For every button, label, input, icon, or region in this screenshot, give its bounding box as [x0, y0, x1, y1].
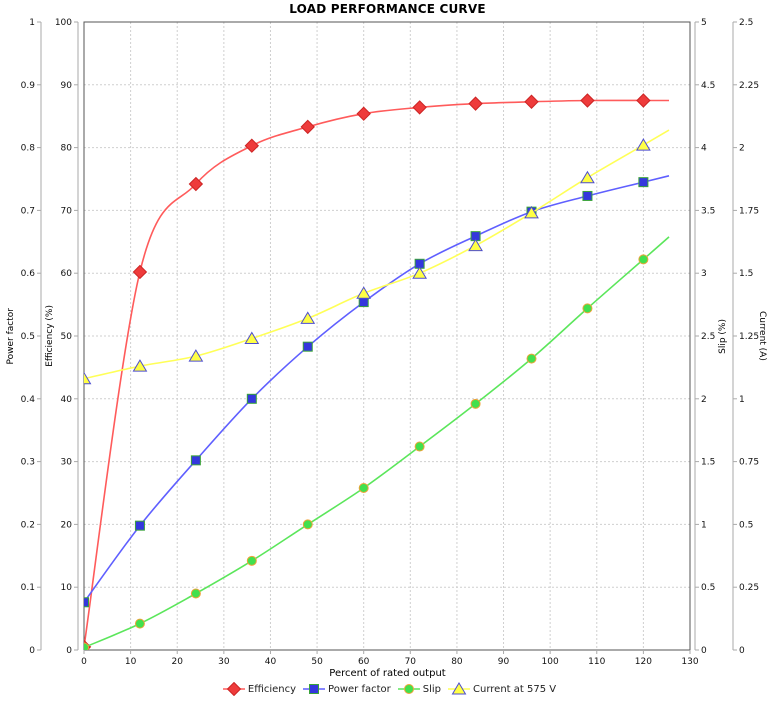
series-efficiency [84, 93, 669, 650]
svg-text:90: 90 [498, 657, 510, 667]
svg-text:1.75: 1.75 [739, 206, 759, 216]
svg-text:110: 110 [588, 657, 605, 667]
svg-text:0: 0 [739, 646, 745, 656]
svg-text:0: 0 [29, 646, 35, 656]
svg-text:20: 20 [172, 657, 184, 667]
svg-text:130: 130 [681, 657, 698, 667]
svg-text:80: 80 [451, 657, 463, 667]
legend-label-efficiency: Efficiency [247, 683, 297, 695]
svg-text:10: 10 [125, 657, 137, 667]
efficiency-diamond-icon [222, 682, 245, 696]
svg-text:80: 80 [61, 144, 73, 154]
current-axis: 0 0.25 0.5 0.75 1 1.25 1.5 1.75 2 2.25 2.5 [732, 18, 759, 656]
svg-text:90: 90 [61, 81, 73, 91]
svg-text:60: 60 [358, 657, 370, 667]
slip-axis: 0 0.5 1 1.5 2 2.5 3 3.5 4 4.5 5 [694, 18, 715, 656]
gridlines [83, 21, 691, 651]
current-triangle-icon [448, 682, 471, 695]
svg-text:5: 5 [701, 18, 707, 28]
x-axis: 0 10 20 30 40 50 60 70 80 90 100 110 120 130 [81, 650, 699, 667]
svg-text:0.25: 0.25 [739, 583, 759, 593]
svg-text:0: 0 [81, 657, 87, 667]
power-factor-axis: 0 0.1 0.2 0.3 0.4 0.5 0.6 0.7 0.8 0.9 1 [21, 18, 42, 656]
svg-text:1.5: 1.5 [701, 458, 715, 468]
svg-text:100: 100 [542, 657, 559, 667]
current-axis-title: Current (A) [757, 311, 767, 361]
svg-text:1: 1 [701, 520, 707, 530]
svg-text:70: 70 [61, 206, 73, 216]
svg-text:1: 1 [739, 395, 745, 405]
svg-text:30: 30 [61, 458, 73, 468]
svg-text:50: 50 [61, 332, 73, 342]
svg-text:10: 10 [61, 583, 73, 593]
svg-text:0.5: 0.5 [739, 520, 753, 530]
svg-text:0.7: 0.7 [21, 206, 35, 216]
svg-text:0.5: 0.5 [21, 332, 35, 342]
svg-text:40: 40 [265, 657, 277, 667]
series-power-factor [84, 175, 670, 608]
series-current-at-575-v [84, 129, 670, 385]
svg-text:4: 4 [701, 144, 707, 154]
svg-text:0.4: 0.4 [21, 395, 36, 405]
legend: Efficiency Power factor Slip Current at … [0, 680, 779, 698]
svg-text:0.6: 0.6 [21, 269, 36, 279]
svg-text:1.5: 1.5 [739, 269, 753, 279]
legend-item-power-factor: Power factor [303, 682, 391, 696]
x-axis-title: Percent of rated output [329, 668, 446, 679]
svg-text:4.5: 4.5 [701, 81, 715, 91]
svg-text:3: 3 [701, 269, 707, 279]
efficiency-axis: 0 10 20 30 40 50 60 70 80 90 100 [55, 18, 79, 656]
power-factor-square-icon [303, 684, 326, 694]
legend-item-slip: Slip [397, 682, 442, 696]
svg-text:50: 50 [311, 657, 323, 667]
chart-title: LOAD PERFORMANCE CURVE [289, 2, 486, 16]
svg-text:2.5: 2.5 [739, 18, 753, 28]
svg-text:0.9: 0.9 [21, 81, 36, 91]
svg-text:60: 60 [61, 269, 73, 279]
svg-text:3.5: 3.5 [701, 206, 715, 216]
svg-text:30: 30 [218, 657, 230, 667]
svg-text:20: 20 [61, 520, 73, 530]
svg-text:40: 40 [61, 395, 73, 405]
legend-label-slip: Slip [422, 683, 442, 695]
svg-text:100: 100 [55, 18, 72, 28]
svg-text:0: 0 [66, 646, 72, 656]
svg-text:0.5: 0.5 [701, 583, 715, 593]
svg-text:2.25: 2.25 [739, 81, 759, 91]
svg-text:1: 1 [29, 18, 35, 28]
svg-text:2: 2 [701, 395, 707, 405]
svg-text:2: 2 [739, 144, 745, 154]
slip-circle-icon [397, 684, 420, 694]
legend-item-current: Current at 575 V [448, 682, 556, 696]
svg-text:0.1: 0.1 [21, 583, 35, 593]
svg-text:120: 120 [635, 657, 652, 667]
svg-text:0.3: 0.3 [21, 458, 35, 468]
series-slip [84, 236, 670, 650]
svg-text:1.25: 1.25 [739, 332, 759, 342]
svg-text:2.5: 2.5 [701, 332, 715, 342]
svg-text:0.2: 0.2 [21, 520, 35, 530]
legend-item-efficiency: Efficiency [222, 682, 297, 696]
svg-text:0: 0 [701, 646, 707, 656]
svg-text:0.8: 0.8 [21, 144, 36, 154]
plot-border [83, 21, 691, 651]
legend-label-power-factor: Power factor [328, 683, 391, 695]
svg-text:70: 70 [405, 657, 417, 667]
svg-text:0.75: 0.75 [739, 458, 759, 468]
legend-label-current: Current at 575 V [473, 683, 557, 695]
